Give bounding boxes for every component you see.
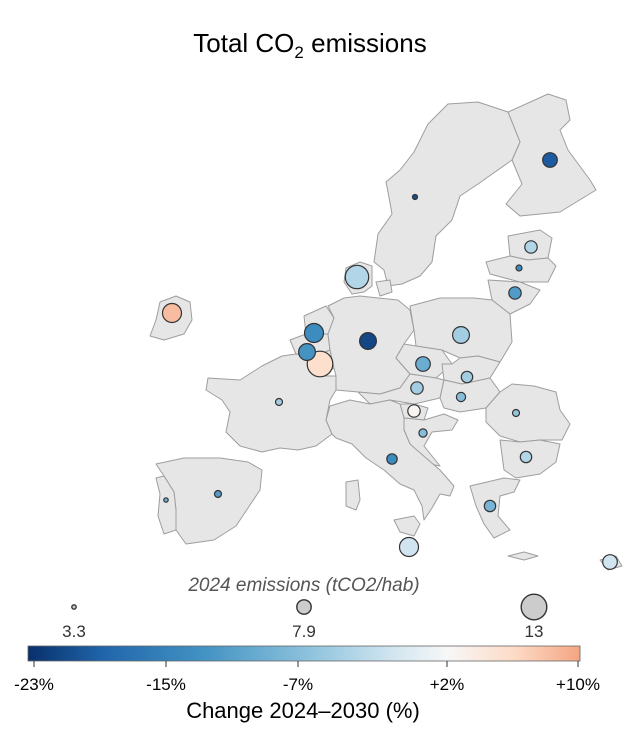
bubble-fr	[274, 397, 284, 407]
bubble-lv	[515, 264, 523, 272]
country-sweden	[373, 101, 521, 287]
bubble-ee	[524, 240, 538, 254]
bubble-cy	[602, 554, 618, 570]
bubble-be	[298, 343, 317, 362]
colorbar-tick-label: -15%	[146, 675, 186, 694]
country-portugal	[155, 475, 177, 535]
size-legend-circle	[296, 599, 312, 615]
bubble-gr	[483, 499, 497, 513]
emission-bubbles	[161, 152, 618, 570]
colorbar-ticks: -23% -15% -7% +2% +10%	[14, 661, 600, 694]
bubble-sk	[460, 370, 474, 384]
bubble-hr	[418, 428, 428, 438]
bubble-it	[386, 453, 398, 465]
size-legend-label: 3.3	[62, 622, 86, 641]
bubble-pl	[452, 326, 471, 345]
size-legend-label: 13	[525, 622, 544, 641]
size-legend-circle	[71, 604, 77, 610]
colorbar-tick-label: -7%	[283, 675, 313, 694]
bubble-se	[411, 193, 419, 201]
bubble-lt	[508, 286, 522, 300]
country-sicily	[393, 515, 421, 537]
chart-title: Total CO2 emissions	[193, 28, 426, 62]
bubble-mt	[398, 536, 420, 558]
bubble-es	[213, 489, 223, 499]
bubble-bg	[519, 450, 533, 464]
bubble-ro	[511, 408, 521, 418]
bubble-nl	[303, 322, 325, 344]
colorbar-tick-label: +10%	[556, 675, 600, 694]
bubble-si	[407, 404, 421, 418]
size-legend-circle	[520, 593, 548, 621]
bubble-cz	[415, 356, 431, 372]
colorbar-tick-label: +2%	[430, 675, 465, 694]
country-romania	[485, 383, 571, 443]
bubble-dk	[344, 264, 370, 290]
bubble-at	[410, 381, 424, 395]
bubble-pt	[163, 497, 169, 503]
colorbar	[27, 645, 581, 662]
bubble-ie	[161, 302, 183, 324]
size-legend-title: 2024 emissions (tCO2/hab)	[187, 575, 419, 596]
size-legend: 3.3 7.9 13	[62, 593, 548, 641]
bubble-de	[359, 332, 378, 351]
size-legend-label: 7.9	[292, 622, 316, 641]
country-denmark-islands	[375, 279, 393, 297]
country-greece-crete	[507, 551, 539, 561]
colorbar-title: Change 2024–2030 (%)	[186, 698, 420, 723]
country-sardinia	[345, 479, 361, 511]
bubble-hu	[455, 391, 467, 403]
colorbar-tick-label: -23%	[14, 675, 54, 694]
bubble-fi	[542, 152, 558, 168]
